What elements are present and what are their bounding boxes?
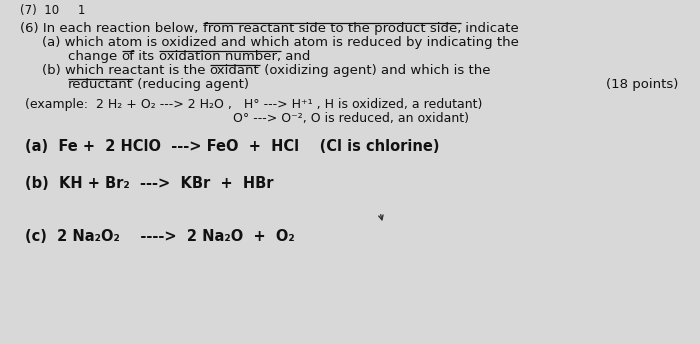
Text: (a)  Fe +  2 HClO  ---> FeO  +  HCl    (Cl is chlorine): (a) Fe + 2 HClO ---> FeO + HCl (Cl is ch… xyxy=(25,139,440,154)
Text: (example:  2 H₂ + O₂ ---> 2 H₂O ,   H° ---> H⁺¹ , H is oxidized, a redutant): (example: 2 H₂ + O₂ ---> 2 H₂O , H° --->… xyxy=(25,98,482,111)
Text: from reactant side to the product side,: from reactant side to the product side, xyxy=(202,22,461,35)
Text: of: of xyxy=(122,50,134,63)
Text: change: change xyxy=(68,50,122,63)
Text: (b)  KH + Br₂  --->  KBr  +  HBr: (b) KH + Br₂ ---> KBr + HBr xyxy=(25,176,274,191)
Text: (reducing agent): (reducing agent) xyxy=(133,78,249,91)
Text: indicate: indicate xyxy=(461,22,519,35)
Text: (18 points): (18 points) xyxy=(606,78,678,91)
Text: (oxidizing agent) and which is the: (oxidizing agent) and which is the xyxy=(260,64,490,77)
Text: (b) which reactant is the: (b) which reactant is the xyxy=(42,64,210,77)
Text: (7)  10     1: (7) 10 1 xyxy=(20,4,85,17)
Text: its: its xyxy=(134,50,159,63)
Text: oxidation number,: oxidation number, xyxy=(159,50,281,63)
Text: (6) In each reaction below,: (6) In each reaction below, xyxy=(20,22,202,35)
Text: (c)  2 Na₂O₂    ---->  2 Na₂O  +  O₂: (c) 2 Na₂O₂ ----> 2 Na₂O + O₂ xyxy=(25,229,295,244)
Text: (a) which atom is oxidized and which atom is reduced by indicating the: (a) which atom is oxidized and which ato… xyxy=(42,36,519,49)
Text: O° ---> O⁻², O is reduced, an oxidant): O° ---> O⁻², O is reduced, an oxidant) xyxy=(25,112,469,125)
Text: and: and xyxy=(281,50,310,63)
Text: oxidant: oxidant xyxy=(210,64,260,77)
Text: reductant: reductant xyxy=(68,78,133,91)
